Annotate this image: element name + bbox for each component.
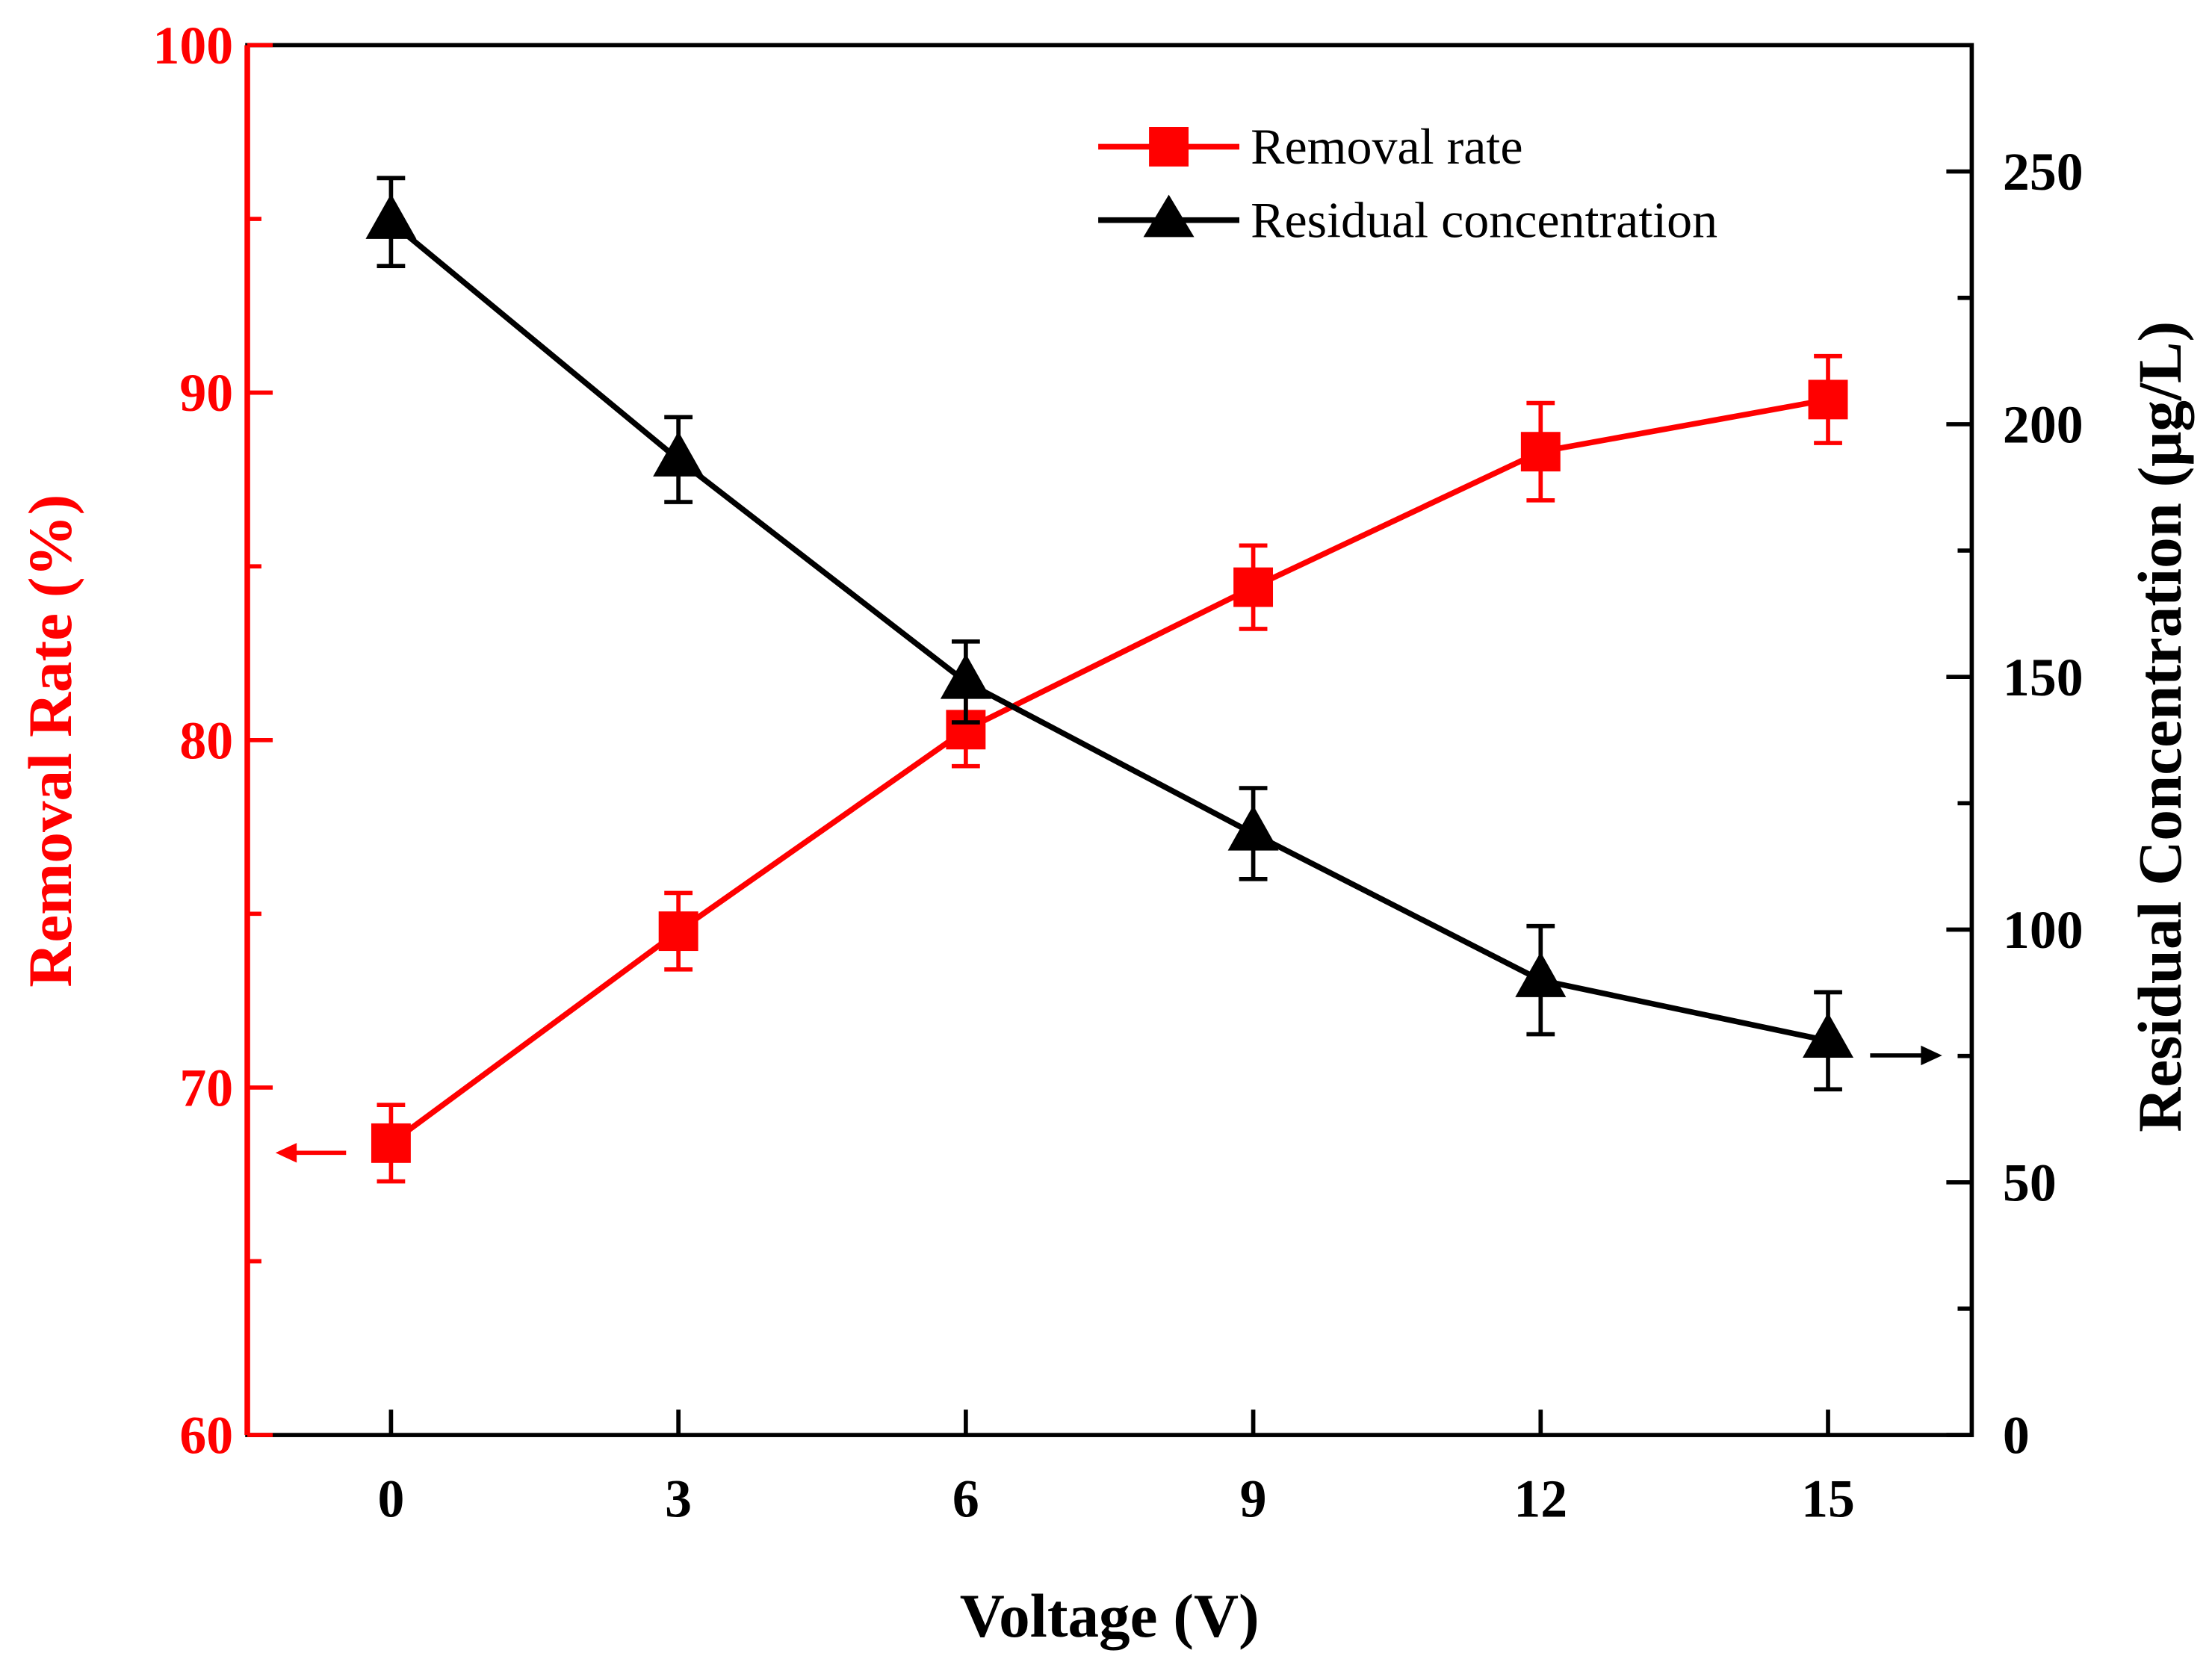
data-point-square [1233, 567, 1274, 607]
legend-label-residual: Residual concentration [1251, 191, 1717, 248]
legend-marker-triangle [1143, 194, 1195, 238]
data-point-square [371, 1123, 411, 1163]
plot-frame [245, 43, 1974, 1437]
left-y-tick-label: 90 [179, 363, 233, 423]
right-y-tick-label: 50 [2003, 1153, 2057, 1212]
data-point-square [1520, 432, 1561, 472]
x-tick-label: 12 [1514, 1469, 1567, 1529]
left-y-tick-label: 100 [153, 16, 234, 75]
right-axis-arrow [1870, 1045, 1942, 1066]
x-tick-label: 3 [665, 1469, 692, 1529]
x-tick-label: 6 [952, 1469, 979, 1529]
right-y-tick-label: 200 [2003, 394, 2084, 454]
left-axis-arrow [275, 1143, 347, 1163]
data-point-square [1808, 379, 1848, 420]
series-line-residual [389, 220, 1829, 1044]
x-axis-label: Voltage (V) [960, 1581, 1260, 1650]
x-tick-label: 9 [1240, 1469, 1267, 1529]
x-tick-label: 15 [1801, 1469, 1855, 1529]
data-point-triangle [1803, 1012, 1854, 1058]
series-line-removal [389, 397, 1829, 1146]
right-y-tick-label: 150 [2003, 648, 2084, 707]
legend-marker-square [1149, 127, 1189, 167]
right-y-tick-label: 100 [2003, 900, 2084, 960]
left-axis-label: Removal Rate (%) [16, 494, 84, 987]
data-point-triangle [365, 193, 417, 239]
right-y-tick-label: 0 [2003, 1406, 2030, 1466]
left-y-tick-label: 80 [179, 710, 233, 770]
right-y-tick-label: 250 [2003, 142, 2084, 202]
data-point-triangle [1515, 952, 1567, 997]
legend: Removal rate Residual concentration [1098, 118, 1717, 248]
right-axis-label: Residual Concentration (μg/L) [2125, 321, 2194, 1132]
legend-label-removal: Removal rate [1251, 118, 1522, 175]
data-point-triangle [653, 431, 704, 477]
data-point-square [658, 911, 698, 952]
left-y-tick-label: 60 [179, 1406, 233, 1466]
data-point-triangle [940, 654, 991, 699]
x-tick-label: 0 [377, 1469, 404, 1529]
data-point-triangle [1227, 805, 1279, 851]
left-y-tick-label: 70 [179, 1058, 233, 1117]
